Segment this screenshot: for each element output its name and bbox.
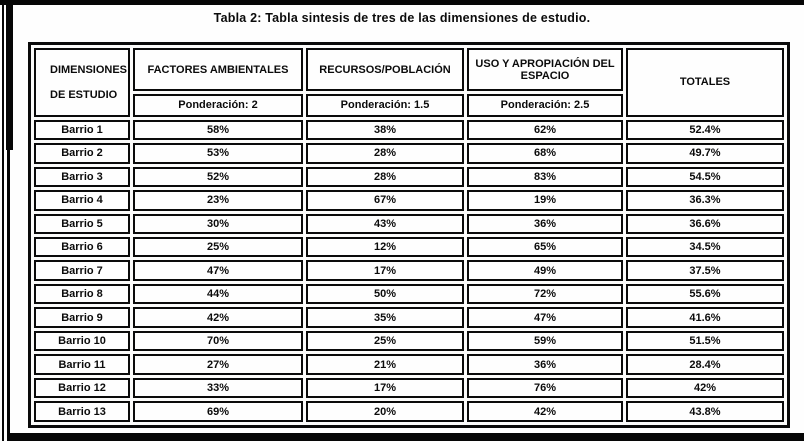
cell-uso: 59%: [467, 330, 623, 352]
scan-artifact-left-bar: [6, 0, 13, 150]
row-label: Barrio 5: [34, 213, 130, 234]
row-label: Barrio 8: [34, 283, 130, 305]
table-row-barrio-12: Barrio 12 33% 17% 76% 42%: [34, 377, 784, 399]
cell-uso: 19%: [467, 190, 623, 211]
table-row-barrio-9: Barrio 9 42% 35% 47% 41.6%: [34, 307, 784, 328]
table-row-barrio-2: Barrio 2 53% 28% 68% 49.7%: [34, 143, 784, 164]
cell-uso: 68%: [467, 143, 623, 164]
row-label: Barrio 12: [34, 377, 130, 399]
cell-recursos: 21%: [306, 354, 464, 375]
cell-uso: 83%: [467, 166, 623, 188]
table-row-barrio-7: Barrio 7 47% 17% 49% 37.5%: [34, 260, 784, 281]
table-row-barrio-1: Barrio 1 58% 38% 62% 52.4%: [34, 119, 784, 141]
synthesis-table-container: DIMENSIONES DE ESTUDIO FACTORES AMBIENTA…: [28, 42, 790, 428]
row-label: Barrio 4: [34, 190, 130, 211]
scan-artifact-top-bar: [0, 0, 804, 5]
cell-recursos: 28%: [306, 166, 464, 188]
cell-factores: 30%: [133, 213, 303, 234]
cell-factores: 69%: [133, 401, 303, 422]
cell-uso: 72%: [467, 283, 623, 305]
cell-factores: 25%: [133, 236, 303, 258]
table-caption: Tabla 2: Tabla sintesis de tres de las d…: [213, 11, 591, 25]
cell-factores: 42%: [133, 307, 303, 328]
cell-uso: 62%: [467, 119, 623, 141]
synthesis-table: DIMENSIONES DE ESTUDIO FACTORES AMBIENTA…: [28, 42, 790, 428]
row-label: Barrio 1: [34, 119, 130, 141]
cell-total: 28.4%: [626, 354, 784, 375]
row-label: Barrio 11: [34, 354, 130, 375]
cell-factores: 23%: [133, 190, 303, 211]
cell-uso: 76%: [467, 377, 623, 399]
cell-factores: 33%: [133, 377, 303, 399]
header-dimensiones-line1: DIMENSIONES: [50, 63, 128, 76]
cell-total: 37.5%: [626, 260, 784, 281]
cell-recursos: 50%: [306, 283, 464, 305]
table-row-barrio-8: Barrio 8 44% 50% 72% 55.6%: [34, 283, 784, 305]
header-recursos-poblacion: RECURSOS/POBLACIÓN: [306, 48, 464, 92]
header-dimensiones-line2: DE ESTUDIO: [50, 89, 118, 102]
cell-uso: 36%: [467, 213, 623, 234]
table-row-barrio-13: Barrio 13 69% 20% 42% 43.8%: [34, 401, 784, 422]
table-row-barrio-4: Barrio 4 23% 67% 19% 36.3%: [34, 190, 784, 211]
cell-total: 41.6%: [626, 307, 784, 328]
table-row-barrio-6: Barrio 6 25% 12% 65% 34.5%: [34, 236, 784, 258]
header-totales: TOTALES: [626, 48, 784, 117]
row-label: Barrio 7: [34, 260, 130, 281]
cell-uso: 36%: [467, 354, 623, 375]
header-factores-ambientales: FACTORES AMBIENTALES: [133, 48, 303, 92]
table-row-barrio-11: Barrio 11 27% 21% 36% 28.4%: [34, 354, 784, 375]
cell-total: 42%: [626, 377, 784, 399]
cell-recursos: 17%: [306, 377, 464, 399]
table-row-barrio-10: Barrio 10 70% 25% 59% 51.5%: [34, 330, 784, 352]
cell-uso: 65%: [467, 236, 623, 258]
cell-total: 49.7%: [626, 143, 784, 164]
row-label: Barrio 13: [34, 401, 130, 422]
cell-factores: 44%: [133, 283, 303, 305]
scan-artifact-bottom-bar: [10, 433, 804, 441]
cell-uso: 42%: [467, 401, 623, 422]
cell-recursos: 25%: [306, 330, 464, 352]
header-dimensiones-de-estudio: DIMENSIONES DE ESTUDIO: [34, 48, 130, 117]
scan-artifact-left-thin-line: [7, 150, 10, 441]
header-row-2: Ponderación: 2 Ponderación: 1.5 Ponderac…: [34, 94, 784, 117]
cell-total: 54.5%: [626, 166, 784, 188]
cell-recursos: 17%: [306, 260, 464, 281]
row-label: Barrio 2: [34, 143, 130, 164]
cell-factores: 47%: [133, 260, 303, 281]
cell-total: 51.5%: [626, 330, 784, 352]
row-label: Barrio 9: [34, 307, 130, 328]
cell-recursos: 20%: [306, 401, 464, 422]
cell-total: 36.6%: [626, 213, 784, 234]
row-label: Barrio 10: [34, 330, 130, 352]
header-uso-apropiacion-espacio: USO Y APROPIACIÓN DEL ESPACIO: [467, 48, 623, 92]
ponderacion-uso: Ponderación: 2.5: [467, 94, 623, 117]
cell-total: 52.4%: [626, 119, 784, 141]
row-label: Barrio 3: [34, 166, 130, 188]
scan-artifact-left-line: [2, 0, 4, 441]
cell-factores: 58%: [133, 119, 303, 141]
cell-factores: 70%: [133, 330, 303, 352]
cell-factores: 52%: [133, 166, 303, 188]
cell-uso: 49%: [467, 260, 623, 281]
cell-recursos: 38%: [306, 119, 464, 141]
cell-recursos: 12%: [306, 236, 464, 258]
cell-factores: 53%: [133, 143, 303, 164]
cell-factores: 27%: [133, 354, 303, 375]
cell-total: 36.3%: [626, 190, 784, 211]
cell-total: 34.5%: [626, 236, 784, 258]
table-row-barrio-5: Barrio 5 30% 43% 36% 36.6%: [34, 213, 784, 234]
cell-recursos: 43%: [306, 213, 464, 234]
cell-recursos: 28%: [306, 143, 464, 164]
cell-uso: 47%: [467, 307, 623, 328]
cell-recursos: 67%: [306, 190, 464, 211]
cell-total: 43.8%: [626, 401, 784, 422]
ponderacion-recursos: Ponderación: 1.5: [306, 94, 464, 117]
cell-total: 55.6%: [626, 283, 784, 305]
header-row-1: DIMENSIONES DE ESTUDIO FACTORES AMBIENTA…: [34, 48, 784, 117]
ponderacion-factores: Ponderación: 2: [133, 94, 303, 117]
row-label: Barrio 6: [34, 236, 130, 258]
cell-recursos: 35%: [306, 307, 464, 328]
table-row-barrio-3: Barrio 3 52% 28% 83% 54.5%: [34, 166, 784, 188]
